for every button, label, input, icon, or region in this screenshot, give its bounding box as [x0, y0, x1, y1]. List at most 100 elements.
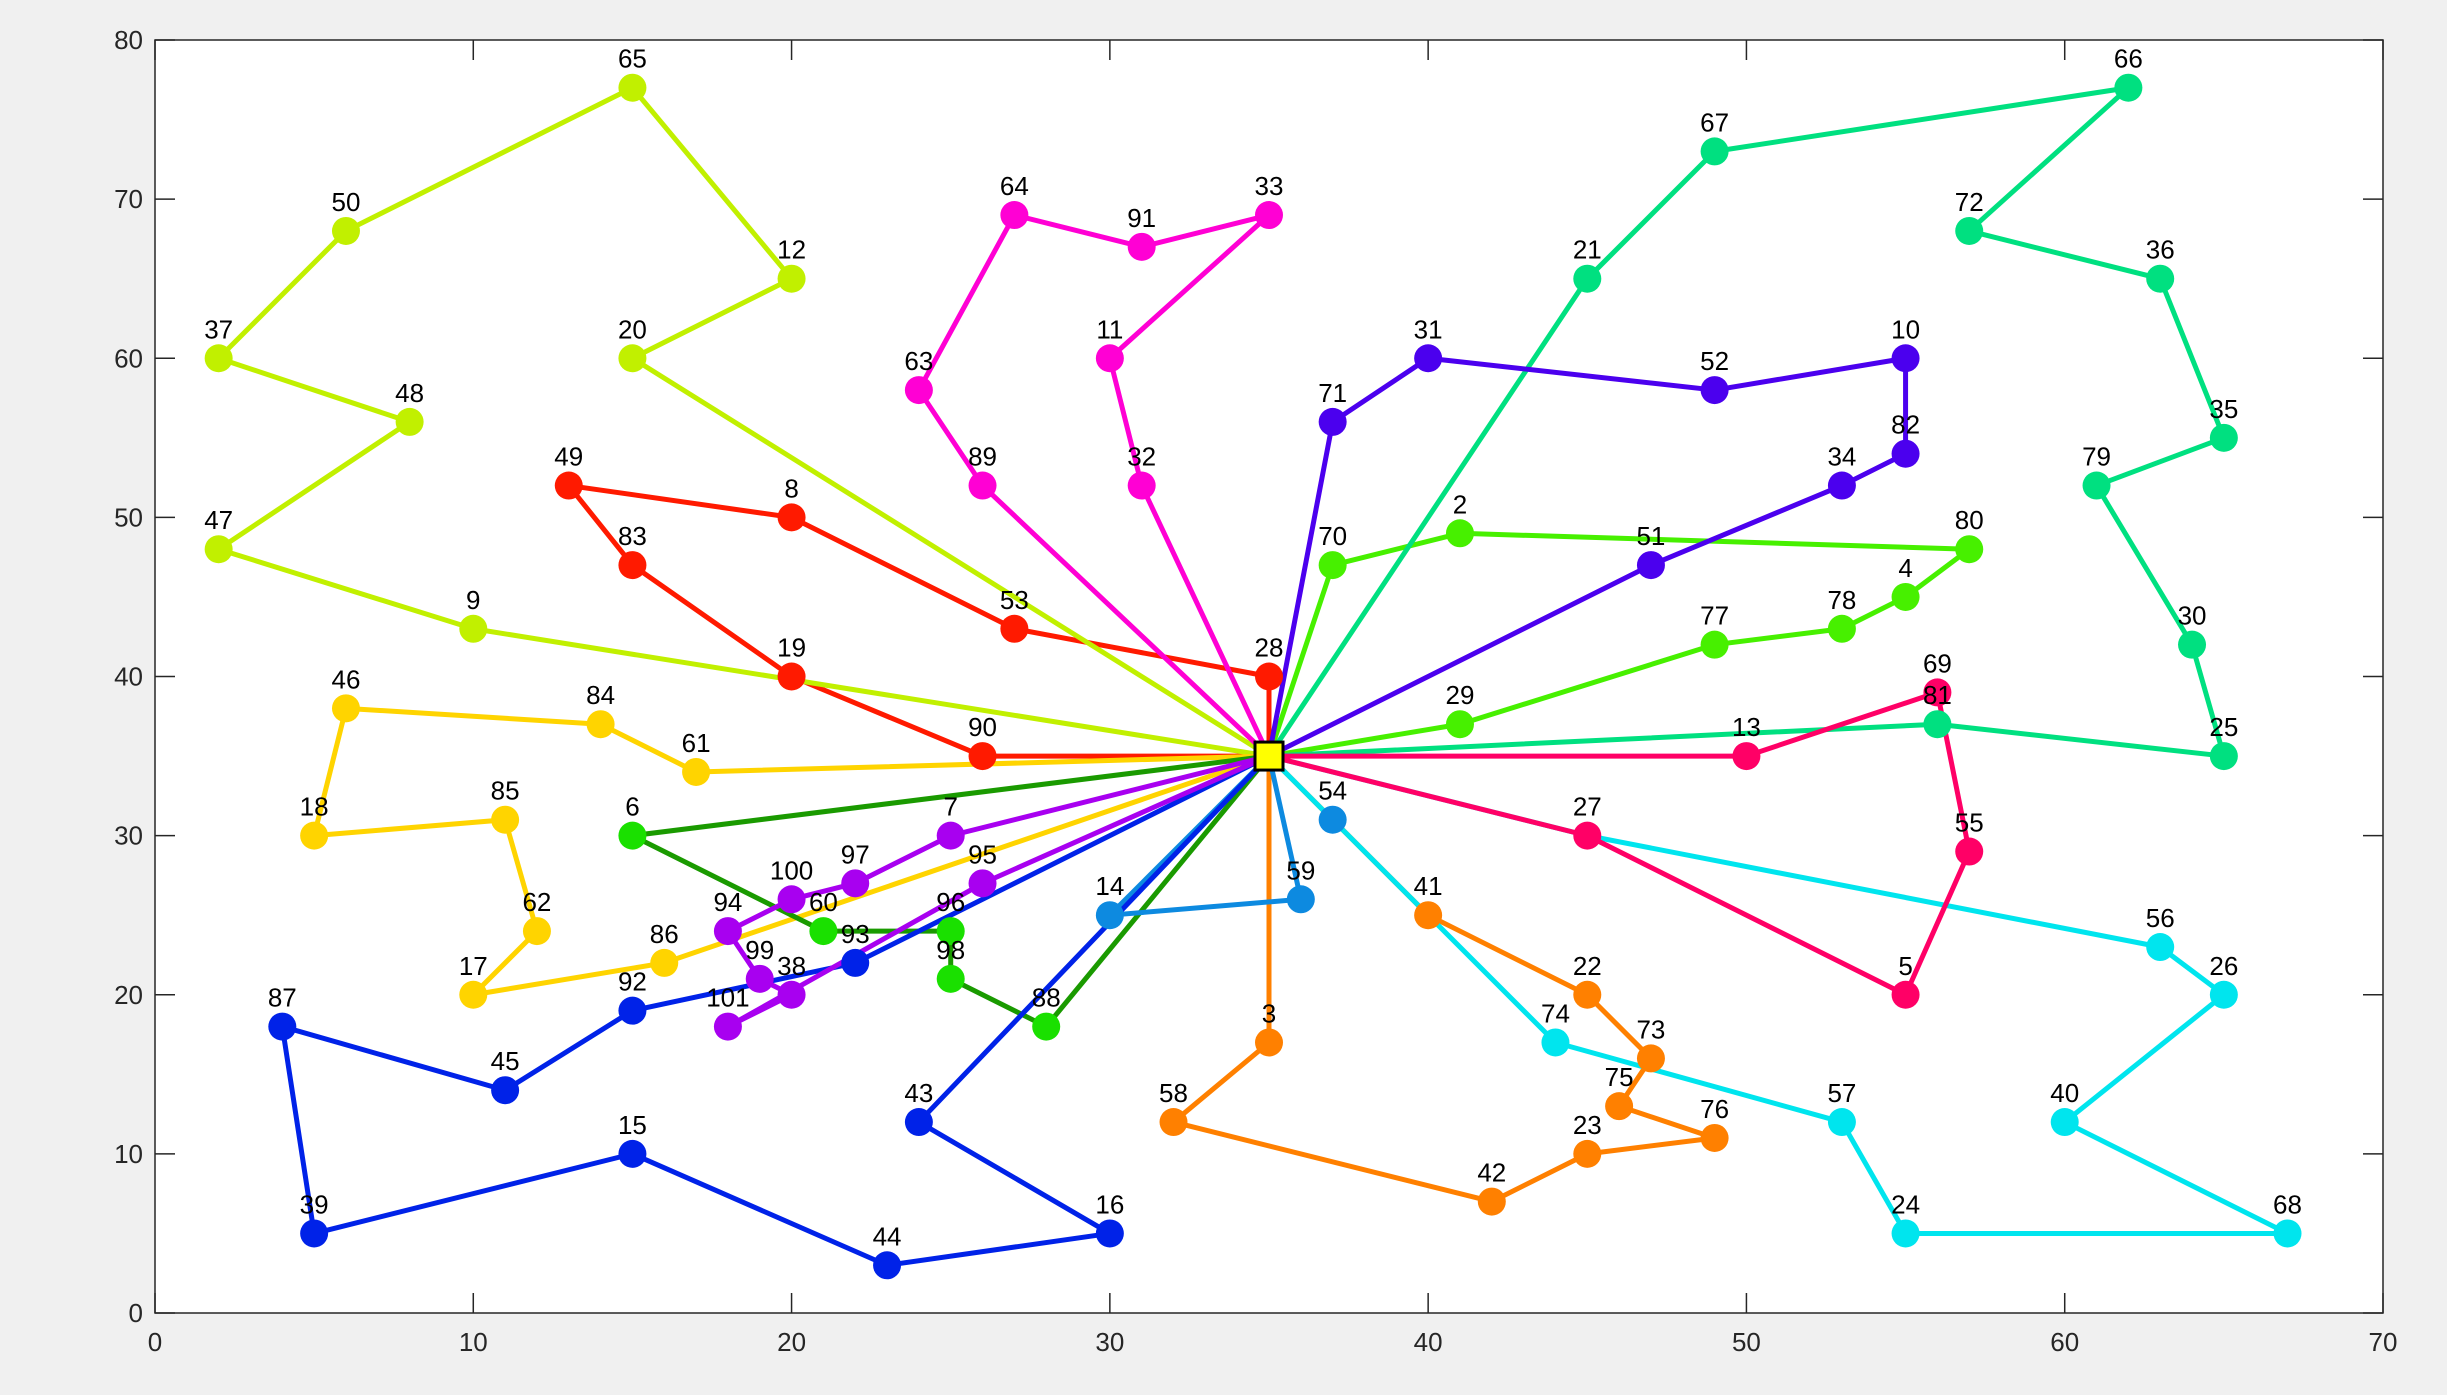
node-label-67: 67: [1700, 107, 1729, 137]
node-marker-76: [1700, 1123, 1729, 1152]
node-marker-13: [1732, 742, 1761, 771]
node-label-33: 33: [1255, 171, 1284, 201]
node-marker-75: [1605, 1092, 1634, 1121]
node-label-28: 28: [1255, 633, 1284, 663]
node-label-98: 98: [936, 935, 965, 965]
node-marker-74: [1541, 1028, 1570, 1057]
node-label-88: 88: [1032, 983, 1061, 1013]
node-marker-47: [204, 535, 233, 564]
node-label-30: 30: [2178, 601, 2207, 631]
node-label-70: 70: [1318, 521, 1347, 551]
node-marker-83: [618, 551, 647, 580]
node-marker-35: [2209, 423, 2238, 452]
node-label-26: 26: [2209, 951, 2238, 981]
node-marker-79: [2082, 471, 2111, 500]
node-marker-86: [650, 948, 679, 977]
depot-marker: [1253, 740, 1285, 772]
node-label-37: 37: [204, 314, 233, 344]
node-label-5: 5: [1898, 951, 1912, 981]
node-marker-26: [2209, 980, 2238, 1009]
node-label-80: 80: [1955, 505, 1984, 535]
node-label-91: 91: [1127, 203, 1156, 233]
route-line-7: [1266, 85, 2227, 759]
node-label-69: 69: [1923, 648, 1952, 678]
node-label-20: 20: [618, 314, 647, 344]
node-marker-67: [1700, 137, 1729, 166]
node-marker-28: [1255, 662, 1283, 691]
node-label-7: 7: [943, 792, 957, 822]
node-label-4: 4: [1898, 553, 1912, 583]
node-marker-6: [618, 821, 647, 850]
node-marker-69: [1923, 678, 1952, 707]
y-tick-label: 80: [114, 25, 143, 55]
node-label-75: 75: [1605, 1062, 1634, 1092]
node-marker-36: [2146, 264, 2175, 293]
node-marker-42: [1477, 1187, 1506, 1216]
node-marker-88: [1032, 1012, 1061, 1041]
node-marker-45: [491, 1076, 520, 1105]
node-label-79: 79: [2082, 442, 2111, 472]
node-marker-52: [1700, 376, 1729, 405]
node-marker-21: [1573, 264, 1602, 293]
node-label-6: 6: [625, 792, 639, 822]
node-marker-60: [809, 917, 838, 946]
route-nodes: [204, 73, 2302, 1280]
node-label-82: 82: [1891, 410, 1920, 440]
node-label-38: 38: [777, 951, 806, 981]
x-tick-label: 0: [148, 1327, 162, 1357]
node-marker-46: [331, 694, 360, 723]
node-marker-95: [968, 869, 997, 898]
node-label-25: 25: [2209, 712, 2238, 742]
node-label-52: 52: [1700, 346, 1729, 376]
node-marker-77: [1700, 630, 1729, 659]
node-marker-18: [300, 821, 329, 850]
node-marker-92: [618, 996, 647, 1025]
node-marker-62: [522, 917, 551, 946]
node-label-60: 60: [809, 887, 838, 917]
node-label-24: 24: [1891, 1189, 1920, 1219]
node-label-87: 87: [268, 983, 297, 1013]
node-marker-31: [1414, 344, 1443, 373]
node-label-29: 29: [1446, 680, 1475, 710]
node-marker-59: [1286, 885, 1315, 914]
y-tick-label: 40: [114, 662, 143, 692]
x-tick-label: 20: [777, 1327, 806, 1357]
node-label-45: 45: [491, 1046, 520, 1076]
x-tick-label: 50: [1732, 1327, 1761, 1357]
route-line-2: [216, 85, 1271, 759]
node-label-56: 56: [2146, 903, 2175, 933]
node-marker-24: [1891, 1219, 1920, 1248]
node-marker-53: [1000, 614, 1029, 643]
node-marker-9: [459, 614, 488, 643]
node-marker-56: [2146, 933, 2175, 962]
node-marker-50: [331, 216, 360, 245]
node-label-27: 27: [1573, 792, 1602, 822]
y-tick-label: 60: [114, 343, 143, 373]
node-marker-81: [1923, 710, 1952, 739]
node-marker-71: [1318, 407, 1347, 436]
x-tick-label: 60: [2050, 1327, 2079, 1357]
node-marker-58: [1159, 1108, 1188, 1137]
node-marker-90: [968, 742, 997, 771]
node-marker-19: [777, 662, 806, 691]
node-label-14: 14: [1095, 871, 1124, 901]
node-label-11: 11: [1096, 314, 1123, 344]
node-label-92: 92: [618, 967, 647, 997]
node-marker-27: [1573, 821, 1602, 850]
node-label-81: 81: [1923, 680, 1952, 710]
node-marker-44: [873, 1251, 902, 1280]
node-label-66: 66: [2114, 44, 2143, 74]
node-marker-85: [491, 805, 520, 834]
node-label-93: 93: [841, 919, 870, 949]
node-marker-12: [777, 264, 806, 293]
node-label-12: 12: [777, 235, 806, 265]
node-label-39: 39: [300, 1189, 329, 1219]
node-marker-33: [1255, 201, 1283, 230]
node-marker-49: [554, 471, 583, 500]
depot: [1253, 740, 1285, 772]
node-marker-82: [1891, 439, 1920, 468]
node-marker-30: [2178, 630, 2207, 659]
